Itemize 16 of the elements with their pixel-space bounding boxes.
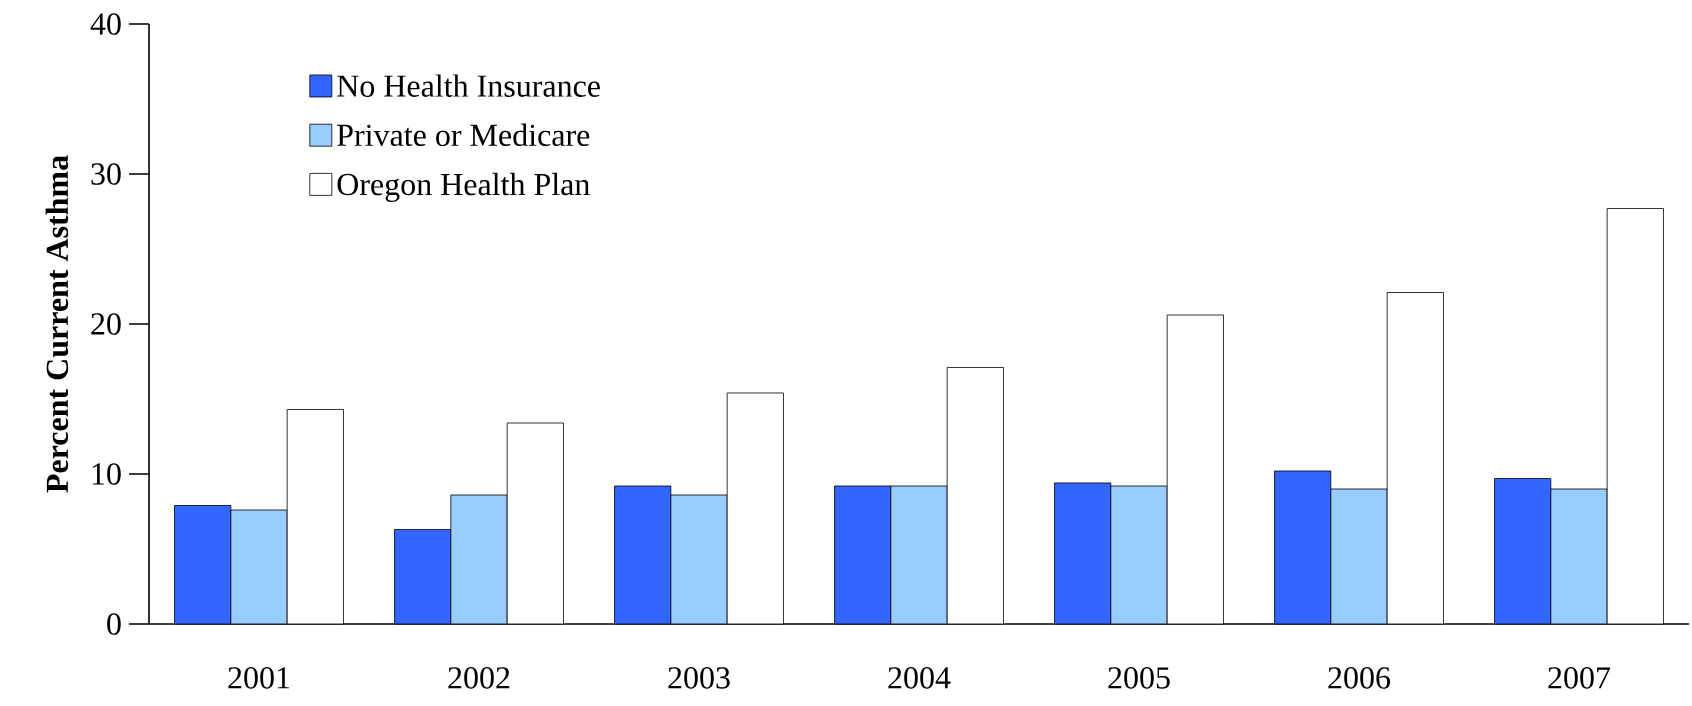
y-tick-label: 20 xyxy=(91,313,121,335)
y-axis-title: Percent Current Asthma xyxy=(45,155,69,493)
x-tick-label: 2006 xyxy=(1328,667,1391,689)
x-tick-label: 2005 xyxy=(1108,667,1170,689)
x-tick-label: 2002 xyxy=(448,667,510,689)
x-tick-label: 2007 xyxy=(1548,667,1611,689)
x-tick-label: 2003 xyxy=(668,667,730,689)
legend-label: No Health Insurance xyxy=(337,74,600,97)
x-tick-label: 2001 xyxy=(228,667,290,689)
legend-label: Oregon Health Plan xyxy=(337,172,590,202)
y-tick-label: 10 xyxy=(92,463,121,485)
y-tick-label: 30 xyxy=(91,163,121,185)
legend-label: Private or Medicare xyxy=(337,123,590,147)
y-tick-label: 40 xyxy=(90,13,121,35)
x-tick-label: 2004 xyxy=(888,667,951,689)
y-tick-label: 0 xyxy=(107,613,121,635)
